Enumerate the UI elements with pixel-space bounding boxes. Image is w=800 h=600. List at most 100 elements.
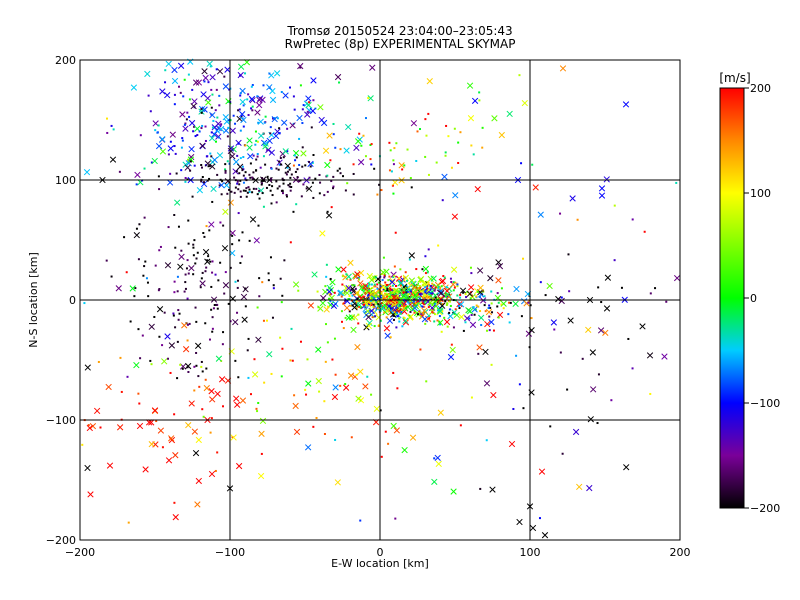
data-point-cross [172, 514, 179, 521]
data-point-cross [168, 435, 175, 442]
data-point-dot [520, 162, 523, 165]
data-point-dot [368, 309, 371, 312]
data-point-cross [129, 285, 136, 292]
data-point-dot [613, 259, 616, 262]
data-point-cross [266, 137, 273, 145]
data-point-dot [282, 182, 285, 185]
data-point-cross [172, 452, 179, 459]
data-point-dot [318, 173, 321, 176]
data-point-dot [358, 278, 361, 281]
data-point-dot [424, 291, 427, 294]
data-point-dot [174, 246, 177, 249]
data-point-cross [167, 145, 174, 152]
data-point-dot [430, 284, 433, 287]
data-point-dot [409, 177, 412, 180]
data-point-dot [264, 115, 267, 118]
data-point-dot [83, 302, 86, 305]
data-point-cross [142, 466, 149, 473]
data-point-dot [343, 292, 346, 295]
data-point-dot [424, 255, 427, 258]
data-point-cross [598, 192, 606, 199]
data-point-dot [228, 181, 231, 184]
data-point-dot [112, 128, 115, 131]
data-point-cross [319, 299, 326, 307]
data-point-cross [218, 125, 225, 133]
data-point-dot [427, 283, 430, 286]
data-point-dot [200, 108, 203, 111]
data-point-dot [305, 187, 308, 190]
data-point-dot [214, 469, 217, 472]
data-point-dot [242, 104, 245, 107]
data-point-dot [203, 80, 206, 83]
data-point-dot [234, 280, 237, 283]
data-point-cross [311, 271, 318, 278]
data-point-dot [352, 163, 355, 166]
data-point-dot [462, 291, 465, 294]
data-point-dot [280, 90, 283, 93]
data-point-cross [437, 308, 444, 315]
data-point-dot [423, 305, 426, 308]
data-point-dot [427, 248, 430, 251]
data-point-dot [367, 282, 370, 285]
data-point-dot [384, 430, 387, 433]
data-point-dot [443, 316, 446, 319]
data-point-dot [242, 181, 245, 184]
data-point-dot [214, 140, 217, 143]
data-point-dot [260, 452, 263, 455]
data-point-dot [422, 299, 425, 302]
data-point-dot [181, 139, 184, 142]
data-point-cross [105, 383, 112, 391]
data-point-dot [299, 340, 302, 343]
data-point-cross [317, 104, 324, 111]
data-point-cross [456, 300, 463, 308]
data-point-dot [355, 373, 358, 376]
data-point-dot [278, 132, 281, 135]
data-point-dot [421, 268, 424, 271]
data-point-dot [221, 343, 224, 346]
data-point-cross [156, 306, 164, 313]
data-point-cross [550, 319, 557, 326]
data-point-dot [375, 301, 378, 304]
data-point-cross [488, 318, 495, 326]
data-point-dot [296, 176, 299, 179]
data-point-dot [324, 285, 327, 288]
data-point-dot [143, 167, 146, 170]
data-point-dot [464, 293, 467, 296]
data-point-dot [427, 173, 430, 176]
data-point-dot [450, 166, 453, 169]
scatter-points [81, 58, 681, 539]
data-point-cross [169, 131, 176, 138]
data-point-cross [261, 139, 268, 147]
data-point-cross [310, 77, 317, 84]
data-point-dot [420, 312, 423, 315]
data-point-dot [389, 292, 392, 295]
data-point-cross [199, 142, 206, 149]
data-point-dot [620, 286, 623, 289]
data-point-dot [497, 316, 500, 319]
data-point-cross [343, 147, 350, 154]
data-point-dot [419, 286, 422, 289]
data-point-cross [368, 276, 375, 284]
data-point-cross [439, 302, 446, 309]
data-point-dot [329, 300, 332, 303]
data-point-cross [431, 478, 438, 486]
data-point-dot [394, 284, 397, 287]
data-point-dot [172, 312, 175, 315]
data-point-cross [444, 291, 451, 298]
data-point-cross [292, 402, 299, 410]
data-point-dot [375, 307, 378, 310]
data-point-dot [373, 167, 376, 170]
data-point-cross [357, 269, 365, 277]
data-point-cross [315, 377, 322, 385]
data-point-dot [285, 195, 288, 198]
data-point-dot [386, 287, 389, 290]
data-point-dot [338, 81, 341, 84]
data-point-dot [528, 292, 531, 295]
data-point-dot [409, 300, 412, 303]
data-point-dot [291, 359, 294, 362]
data-point-dot [177, 225, 180, 228]
data-point-dot [343, 302, 346, 305]
data-point-dot [485, 439, 488, 442]
data-point-dot [560, 296, 563, 299]
data-point-dot [447, 299, 450, 302]
